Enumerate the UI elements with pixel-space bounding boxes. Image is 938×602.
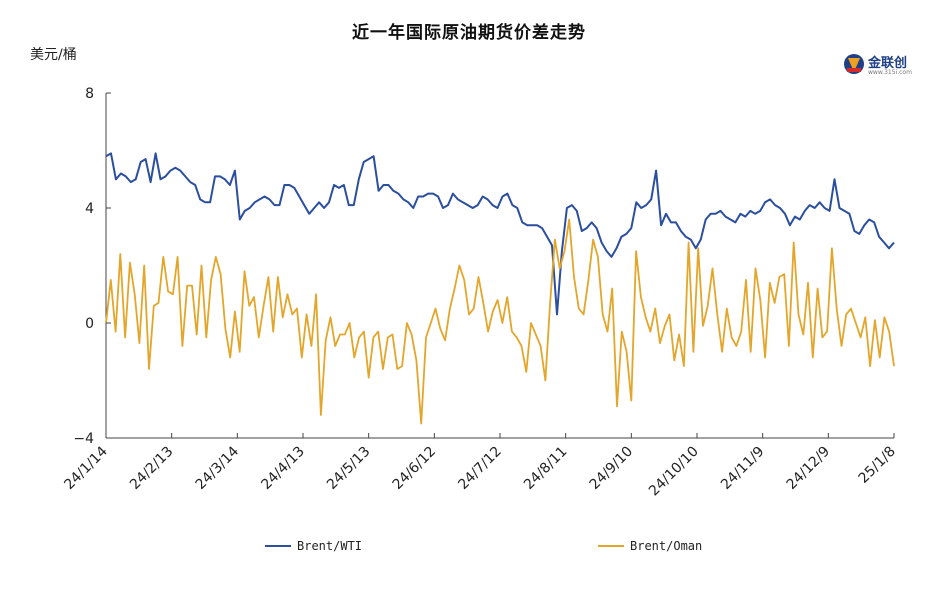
- x-tick-label: 24/9/10: [587, 444, 636, 493]
- logo-text: 金联创: [868, 56, 908, 71]
- logo-emblem-icon: [844, 54, 864, 74]
- brand-logo: 金联创 www.315i.com: [842, 50, 912, 80]
- series-line-brent-wti: [105, 152, 895, 316]
- y-tick-label: 8: [85, 86, 94, 102]
- x-tick-label: 24/12/9: [784, 444, 833, 493]
- x-tick-label: 24/7/12: [455, 444, 504, 493]
- legend-label: Brent/Oman: [630, 539, 702, 553]
- x-tick-label: 24/10/10: [646, 444, 702, 500]
- y-tick-label: 4: [85, 201, 94, 217]
- x-tick-label: 24/11/9: [718, 444, 767, 493]
- series-line-brent-oman: [105, 218, 895, 425]
- chart-title: 近一年国际原油期货价差走势: [352, 23, 586, 43]
- legend-label: Brent/WTI: [297, 539, 362, 553]
- x-tick-label: 25/1/8: [856, 444, 899, 487]
- x-tick-label: 24/1/14: [61, 443, 111, 493]
- x-tick-label: 24/8/11: [521, 444, 570, 493]
- x-tick-label: 24/5/13: [324, 444, 373, 493]
- x-tick-label: 24/2/13: [127, 444, 176, 493]
- y-tick-label: 0: [85, 316, 94, 332]
- logo-subtext: www.315i.com: [868, 69, 912, 76]
- x-tick-label: 24/4/13: [258, 444, 307, 493]
- y-axis-unit-label: 美元/桶: [30, 47, 77, 63]
- x-tick-label: 24/6/12: [390, 444, 439, 493]
- y-tick-label: −4: [73, 431, 94, 447]
- x-tick-label: 24/3/14: [193, 443, 243, 493]
